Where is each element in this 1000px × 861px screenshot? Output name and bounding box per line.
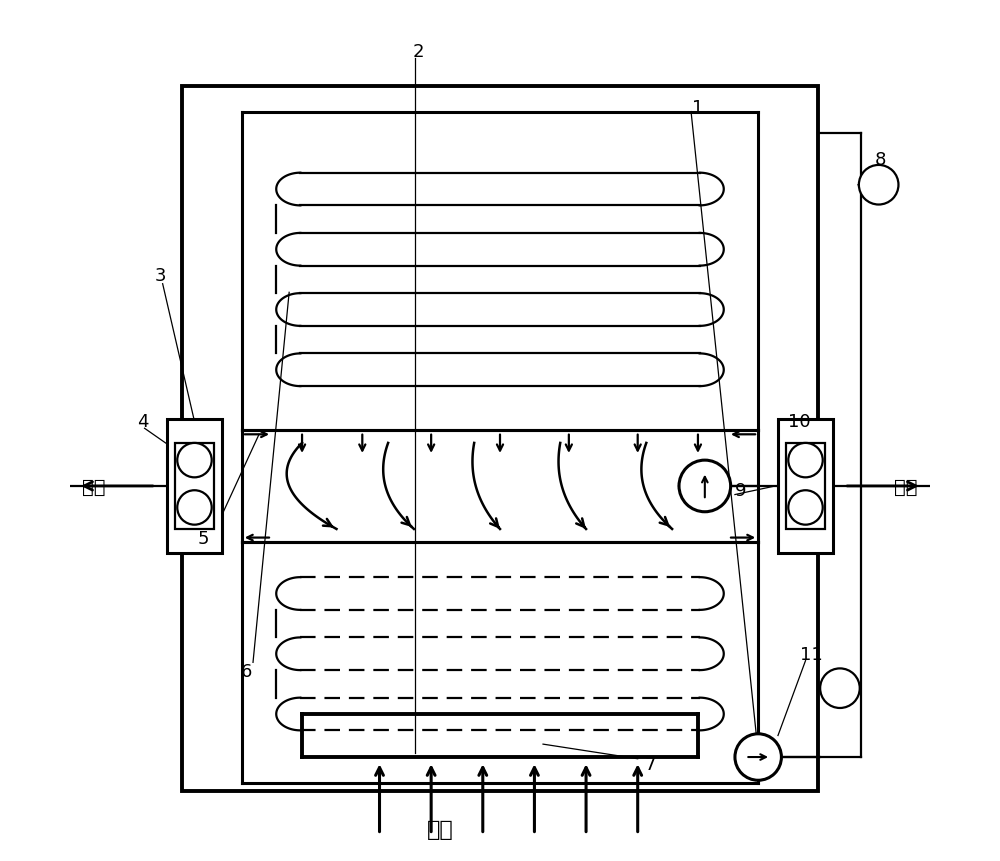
Bar [778,420,833,553]
Text: 11: 11 [800,645,823,663]
Bar [167,420,222,553]
Circle shape [177,443,212,478]
Text: 10: 10 [788,413,811,430]
Circle shape [679,461,731,512]
Circle shape [788,443,823,478]
Text: 6: 6 [240,662,252,680]
Circle shape [788,491,823,525]
Circle shape [820,669,860,708]
Bar [786,443,825,530]
Text: 7: 7 [645,755,656,773]
Text: 5: 5 [197,529,209,547]
Text: 烟气: 烟气 [894,477,918,496]
Text: 3: 3 [154,267,166,285]
Text: 9: 9 [735,481,747,499]
Text: 烟气: 烟气 [426,819,453,839]
Text: 4: 4 [137,413,149,430]
Circle shape [177,491,212,525]
Text: 2: 2 [412,43,424,61]
Circle shape [859,165,898,205]
Text: 8: 8 [875,151,886,169]
Bar [182,87,818,791]
Bar [175,443,214,530]
Text: 烟气: 烟气 [82,477,106,496]
Text: 1: 1 [692,99,704,117]
Circle shape [735,734,781,780]
